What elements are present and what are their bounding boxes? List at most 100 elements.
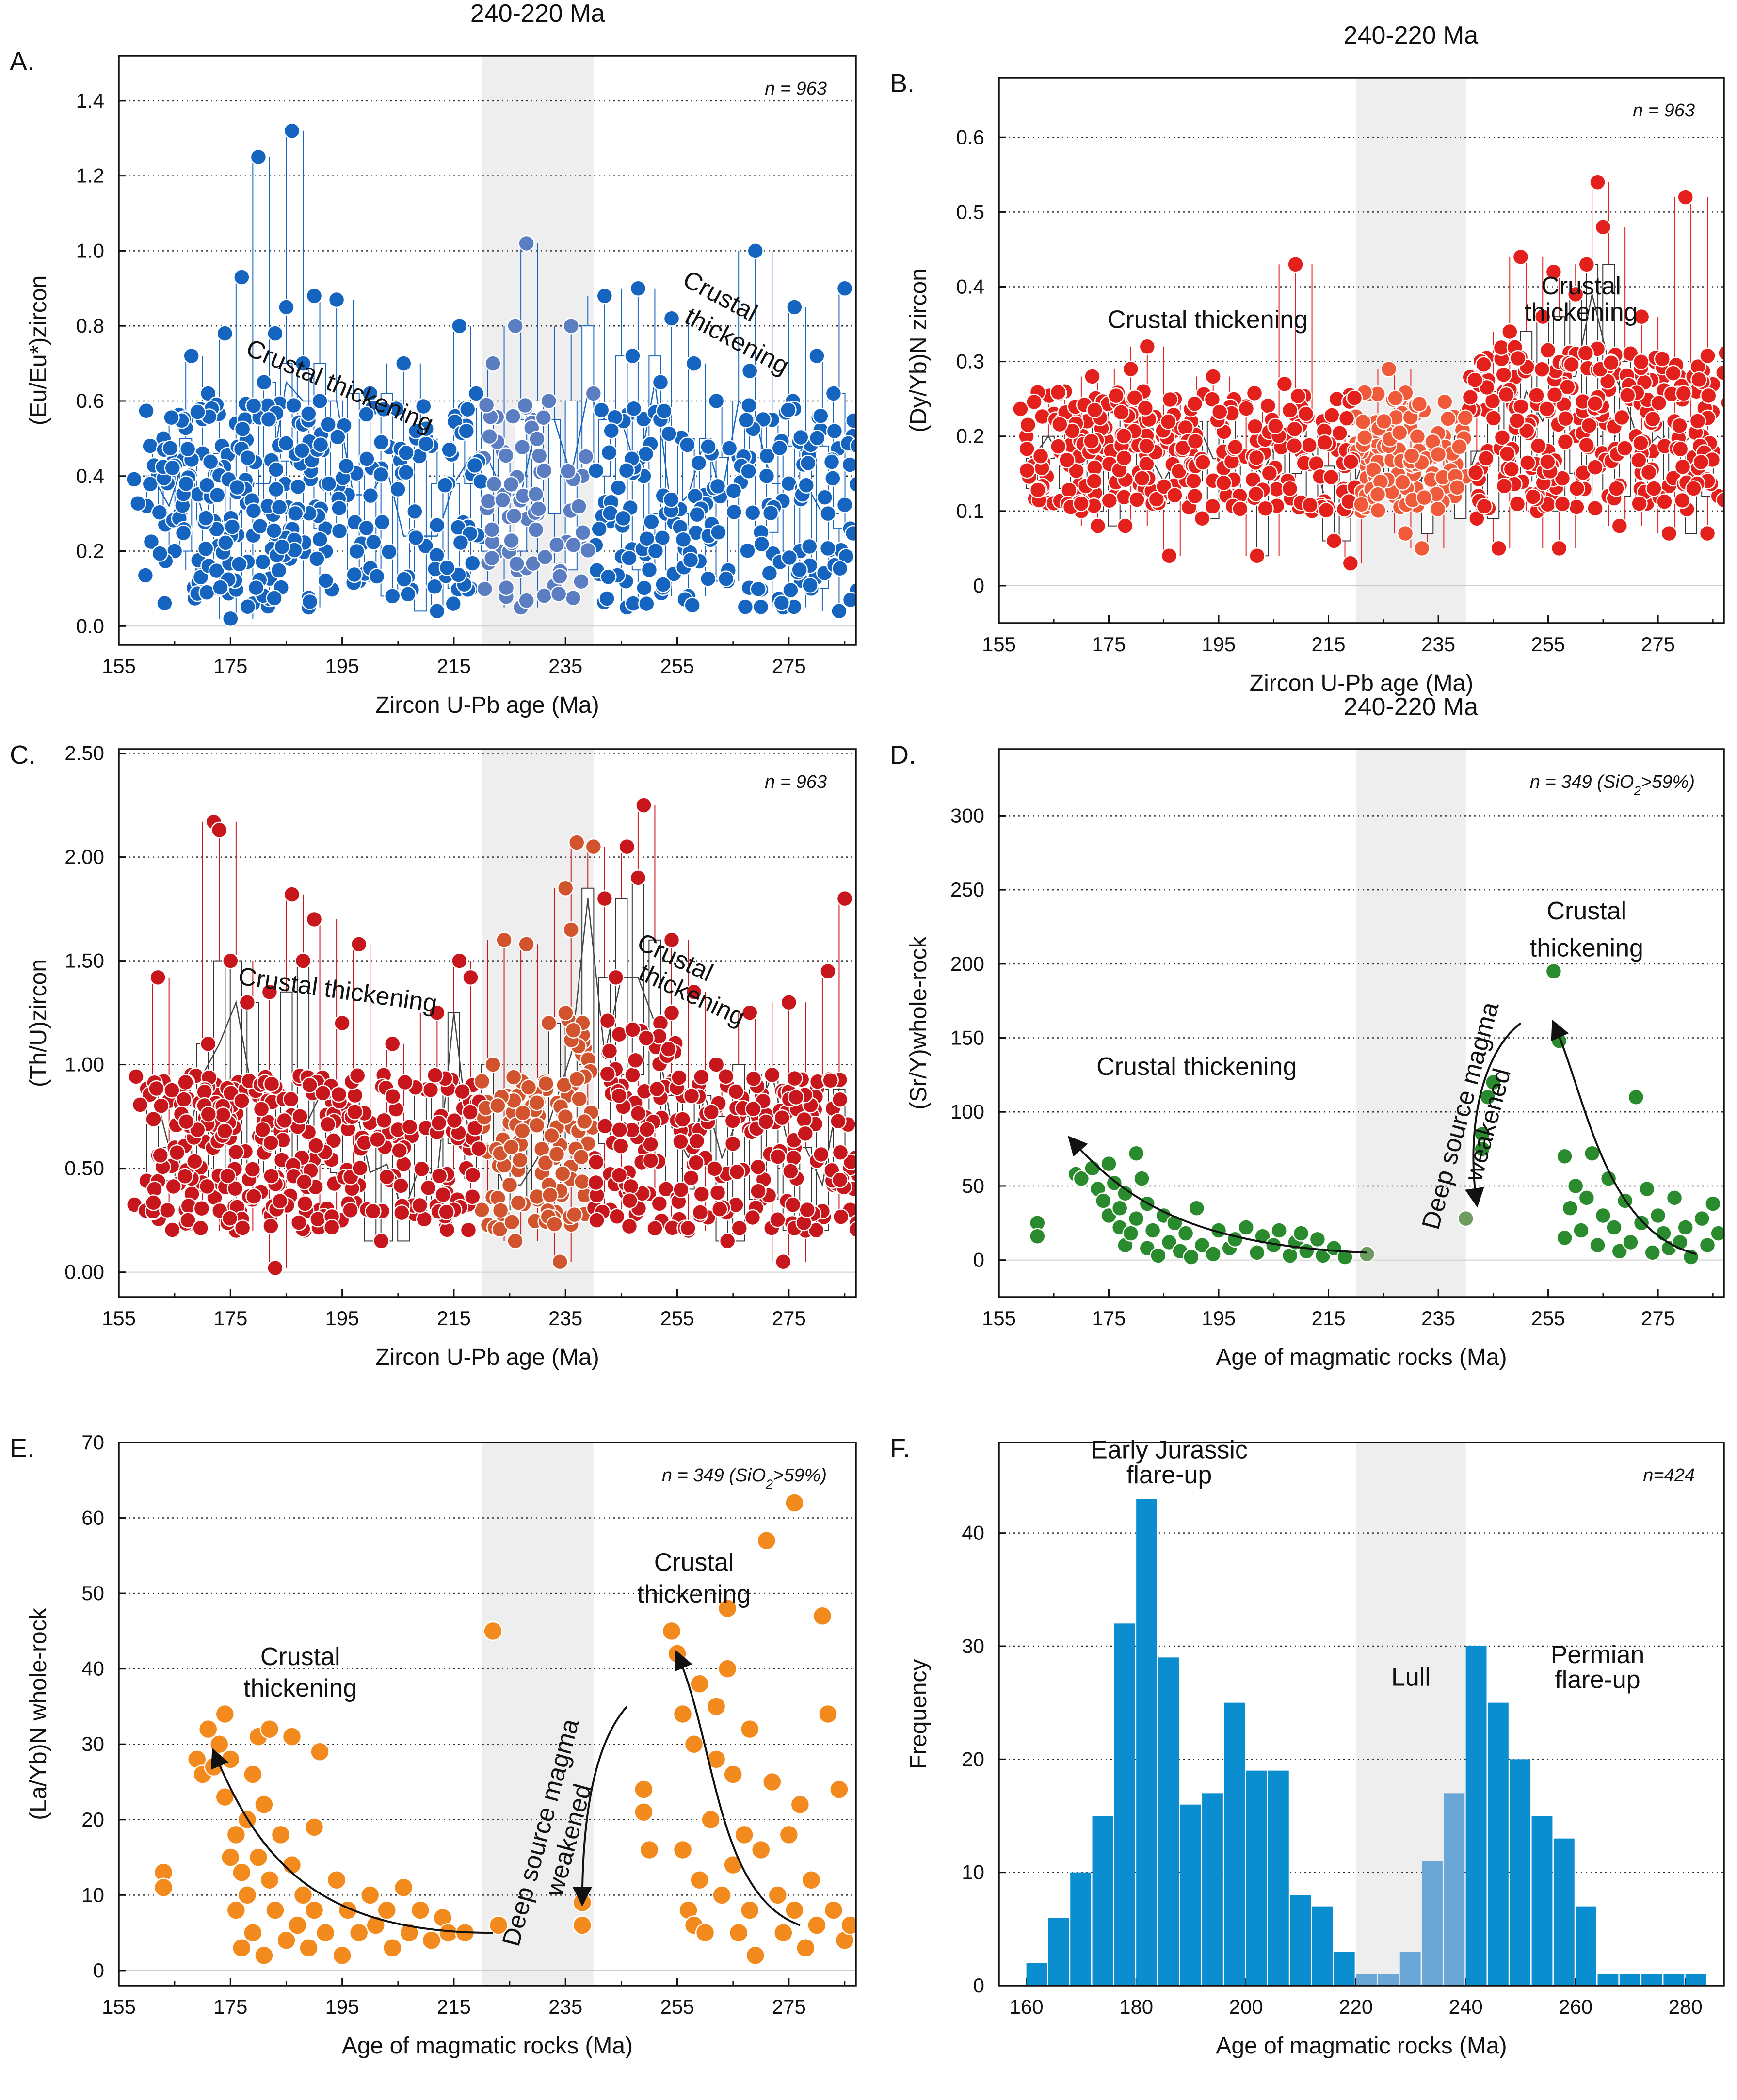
data-point (396, 571, 413, 588)
data-point (304, 1817, 324, 1837)
plot-frame (118, 1442, 857, 1987)
data-point (137, 567, 154, 584)
data-point (330, 1086, 348, 1103)
n-label: n = 349 (SiO2>59%) (1530, 772, 1695, 798)
data-point (165, 1178, 182, 1195)
data-point (1509, 495, 1526, 513)
data-point (1594, 1207, 1612, 1224)
data-point (1259, 397, 1277, 415)
data-point (198, 1719, 218, 1739)
data-point (481, 428, 498, 445)
data-point (1194, 454, 1211, 471)
data-point (237, 1885, 257, 1905)
data-point (221, 1847, 241, 1867)
data-point (310, 1742, 330, 1762)
data-point (709, 1184, 726, 1201)
data-point (741, 362, 758, 380)
data-point (662, 491, 680, 508)
y-tick-label: 0 (973, 1974, 984, 1997)
plot-frame (118, 748, 857, 1298)
data-point (750, 580, 767, 598)
x-tick-label: 280 (1669, 1995, 1703, 2018)
data-point (788, 1089, 804, 1106)
data-point (153, 1877, 174, 1898)
data-point (350, 936, 368, 953)
data-point (557, 1004, 574, 1022)
data-point (780, 994, 798, 1011)
shaded-band (1356, 750, 1466, 1297)
data-point (398, 444, 415, 462)
y-tick-label: 30 (962, 1635, 984, 1657)
y-tick-label: 70 (81, 1431, 104, 1454)
data-point (1073, 1170, 1090, 1187)
data-point (1409, 428, 1426, 445)
data-point (741, 1004, 758, 1021)
data-point (786, 299, 803, 316)
annotation: Crustal thickening (1096, 1053, 1297, 1081)
data-point (263, 1075, 280, 1092)
data-point (1545, 962, 1562, 980)
x-tick-label: 200 (1229, 1995, 1263, 2018)
data-point (550, 585, 567, 603)
data-point (1710, 1225, 1724, 1242)
data-point (151, 504, 168, 521)
data-point (1271, 1222, 1287, 1239)
data-point (685, 355, 703, 372)
x-tick-label: 235 (548, 1307, 582, 1330)
x-tick-label: 215 (1312, 633, 1346, 656)
band-top-label: 240-220 Ma (470, 0, 605, 28)
x-tick-label: 195 (1202, 1307, 1236, 1330)
data-point (717, 1068, 735, 1085)
data-point (265, 522, 283, 539)
y-tick-label: 30 (81, 1732, 104, 1755)
y-tick-label: 40 (81, 1657, 104, 1680)
data-point (226, 1900, 246, 1920)
data-point (1160, 547, 1178, 564)
data-point (372, 466, 389, 483)
data-point (262, 1134, 279, 1151)
data-point (317, 572, 334, 589)
data-point (234, 420, 251, 438)
data-point (709, 478, 726, 495)
data-point (1561, 1200, 1579, 1217)
data-point (498, 447, 515, 464)
data-point (768, 1885, 788, 1905)
data-point (1554, 470, 1571, 487)
data-point (1297, 405, 1315, 422)
data-point (762, 1772, 782, 1792)
data-point (1177, 419, 1194, 436)
data-point (480, 493, 497, 510)
data-point (503, 1214, 520, 1231)
data-point (505, 1069, 522, 1086)
data-point (161, 440, 179, 457)
data-point (751, 1840, 771, 1860)
data-point (1567, 286, 1584, 303)
data-point (1316, 434, 1333, 451)
data-point (1257, 500, 1274, 517)
data-point (652, 374, 669, 391)
histogram-bar (1356, 1974, 1377, 1986)
data-point (214, 1106, 232, 1123)
data-point (527, 486, 544, 503)
data-point (299, 1938, 319, 1958)
data-point (655, 576, 672, 593)
data-point (1533, 361, 1551, 378)
data-point (717, 570, 735, 587)
data-point (491, 1221, 508, 1238)
data-point (1166, 487, 1183, 504)
data-point (1356, 429, 1373, 446)
data-point (271, 498, 288, 516)
panel-label: F. (890, 1434, 910, 1463)
data-point (792, 429, 809, 446)
data-point (1126, 389, 1143, 406)
histogram-bar (1246, 1770, 1267, 1986)
data-point (618, 462, 635, 479)
data-point (773, 1109, 791, 1126)
data-point (192, 1219, 209, 1237)
data-point (1509, 350, 1527, 367)
data-point (1639, 1180, 1656, 1198)
data-point (621, 549, 638, 567)
plot-frame (118, 55, 857, 646)
data-point (489, 1097, 506, 1114)
data-point (346, 1087, 364, 1104)
